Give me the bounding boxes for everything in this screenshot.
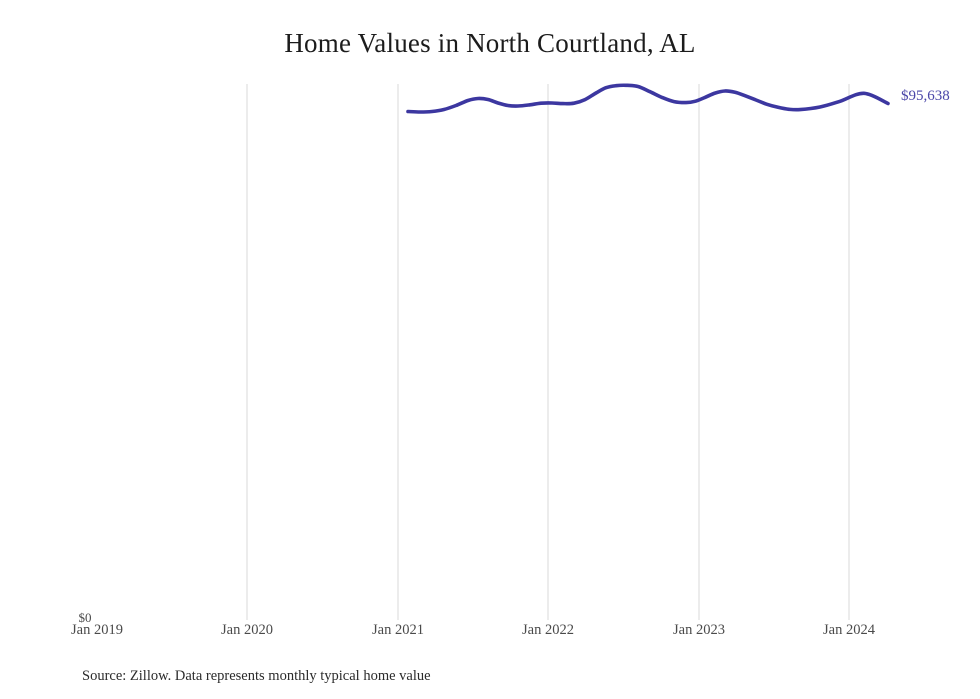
source-note: Source: Zillow. Data represents monthly … bbox=[82, 668, 431, 684]
x-tick-label-jan-2020: Jan 2020 bbox=[221, 622, 273, 638]
x-tick-label-jan-2023: Jan 2023 bbox=[673, 622, 725, 638]
chart-title: Home Values in North Courtland, AL bbox=[284, 28, 696, 58]
x-tick-label-jan-2019: Jan 2019 bbox=[71, 622, 123, 638]
x-tick-label-jan-2021: Jan 2021 bbox=[372, 622, 424, 638]
y-axis-zero-label: $0 bbox=[78, 610, 92, 625]
x-tick-label-jan-2022: Jan 2022 bbox=[522, 622, 574, 638]
x-tick-label-jan-2024: Jan 2024 bbox=[823, 622, 875, 638]
gridlines bbox=[246, 84, 850, 620]
line-series bbox=[406, 83, 890, 114]
series-line-typical-home-value bbox=[406, 83, 890, 114]
end-value-annotation: $95,638 bbox=[901, 88, 950, 104]
